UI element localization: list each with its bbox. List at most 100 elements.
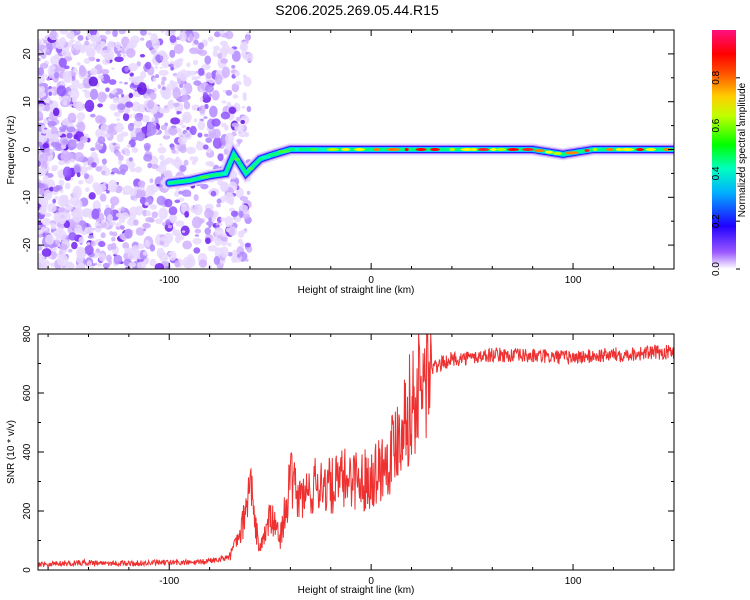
- spectrogram-noise-cell: [149, 244, 156, 252]
- spectrogram-noise-cell: [106, 41, 115, 52]
- spectrogram-noise-cell: [69, 220, 76, 228]
- spectrogram-noise-cell: [128, 262, 137, 268]
- spectrogram-noise-cell: [193, 156, 199, 163]
- spectrogram-noise-cell: [224, 30, 234, 40]
- spectrogram-noise-cell: [197, 75, 201, 79]
- spectrogram-noise-cell: [58, 207, 66, 213]
- spectrogram-noise-cell: [76, 246, 86, 260]
- spectrogram-noise-cell: [216, 216, 223, 223]
- spectrogram-noise-cell: [148, 217, 155, 223]
- spectrogram-noise-cell: [114, 146, 120, 150]
- spectrogram-noise-cell: [179, 69, 188, 82]
- spectrogram-noise-cell: [212, 49, 219, 57]
- spectrogram-noise-cell: [86, 33, 92, 40]
- spectrogram-noise-cell: [204, 84, 214, 93]
- spectrogram-noise-cell: [38, 183, 45, 189]
- spectrogram-noise-cell: [145, 210, 152, 217]
- spectrogram-noise-cell: [211, 118, 221, 127]
- spectrogram-noise-cell: [147, 99, 155, 110]
- spectrogram-noise-cell: [70, 48, 74, 51]
- spectrogram-noise-cell: [221, 100, 227, 104]
- spectrogram-noise-cell: [89, 113, 96, 118]
- spectrogram-peak: [316, 148, 329, 151]
- spectrogram-noise-cell: [208, 93, 212, 98]
- spectrogram-noise-cell: [71, 75, 76, 81]
- spectrogram-noise-cell: [246, 31, 250, 36]
- spectrogram-noise-cell: [133, 219, 139, 226]
- spectrogram-noise-cell: [243, 209, 250, 215]
- spectrogram-noise-cell: [151, 163, 159, 169]
- spectrogram-noise-cell: [69, 38, 76, 43]
- spectrogram-noise-cell: [168, 63, 174, 68]
- spectrogram-noise-cell: [59, 194, 69, 201]
- spectrogram-noise-cell: [246, 105, 252, 113]
- spectrogram-noise-cell: [170, 146, 175, 151]
- spectrogram-noise-cell: [164, 157, 174, 164]
- spectrogram-noise-cell: [158, 163, 167, 174]
- spectrogram-peak: [496, 148, 507, 151]
- spectrogram-x-tick-label: -100: [159, 275, 179, 286]
- spectrogram-y-tick-label: -10: [22, 190, 33, 205]
- spectrogram-peak: [552, 151, 563, 155]
- spectrogram-peak: [584, 148, 590, 152]
- spectrogram-noise-cell: [129, 72, 134, 77]
- spectrogram-noise-cell: [59, 189, 64, 193]
- spectrogram-noise-cell: [193, 247, 201, 254]
- spectrogram-noise-cell: [193, 194, 199, 202]
- spectrogram-noise-cell: [135, 131, 146, 142]
- spectrogram-noise-cell: [224, 216, 234, 228]
- spectrogram-noise-cell: [144, 61, 152, 70]
- spectrogram-noise-cell: [89, 67, 99, 76]
- spectrogram-noise-cell: [182, 240, 193, 250]
- spectrogram-noise-cell: [152, 77, 157, 82]
- spectrogram-noise-cell: [240, 119, 245, 125]
- spectrogram-peak: [233, 157, 241, 161]
- spectrogram-noise-cell: [100, 78, 105, 82]
- spectrogram-noise-cell: [117, 47, 122, 51]
- spectrogram-noise-cell: [89, 88, 99, 100]
- spectrogram-noise-cell: [209, 105, 218, 118]
- spectrogram-noise-cell: [72, 102, 77, 108]
- spectrogram-noise-cell: [95, 185, 103, 196]
- spectrogram-noise-cell: [168, 206, 178, 216]
- spectrogram-noise-cell: [174, 260, 181, 268]
- spectrogram-noise-cell: [119, 233, 125, 239]
- spectrogram-noise-cell: [74, 40, 82, 51]
- spectrogram-noise-cell: [220, 235, 228, 242]
- spectrogram-noise-cell: [102, 133, 107, 138]
- spectrogram-noise-cell: [135, 166, 142, 173]
- colorbar-tick-label: 0.0: [711, 262, 722, 276]
- spectrogram-noise-cell: [42, 142, 49, 149]
- spectrogram-noise-cell: [156, 247, 165, 259]
- spectrogram-noise-cell: [181, 203, 187, 208]
- spectrogram-noise-cell: [72, 213, 82, 223]
- spectrogram-noise-cell: [69, 88, 80, 100]
- spectrogram-noise-cell: [194, 234, 200, 237]
- spectrogram-noise-cell: [79, 64, 85, 74]
- spectrogram-noise-cell: [145, 96, 150, 100]
- spectrogram-peak: [470, 148, 478, 151]
- spectrogram-noise-cell: [49, 149, 54, 154]
- spectrogram-noise-cell: [141, 115, 150, 123]
- spectrogram-noise-cell: [156, 184, 160, 187]
- spectrogram-noise-cell: [48, 186, 54, 192]
- spectrogram-noise-cell: [38, 258, 42, 262]
- spectrogram-noise-cell: [240, 41, 247, 51]
- spectrogram-noise-cell: [154, 65, 158, 69]
- spectrogram-noise-cell: [174, 144, 179, 149]
- spectrogram-noise-cell: [163, 107, 171, 114]
- spectrogram-noise-cell: [67, 225, 76, 235]
- spectrogram-noise-cell: [124, 228, 133, 239]
- spectrogram-noise-cell: [110, 171, 115, 175]
- spectrogram-noise-cell: [75, 101, 83, 110]
- spectrogram-peak: [545, 150, 553, 154]
- spectrogram-noise-cell: [55, 235, 60, 241]
- spectrogram-peak: [267, 152, 280, 156]
- spectrogram-noise-cell: [228, 106, 237, 115]
- spectrogram-noise-cell: [114, 41, 121, 49]
- spectrogram-noise-cell: [231, 64, 236, 69]
- spectrogram-noise-cell: [124, 266, 131, 269]
- colorbar-label: Normalized spectral amplitude: [737, 82, 748, 217]
- spectrogram-noise-cell: [76, 112, 86, 121]
